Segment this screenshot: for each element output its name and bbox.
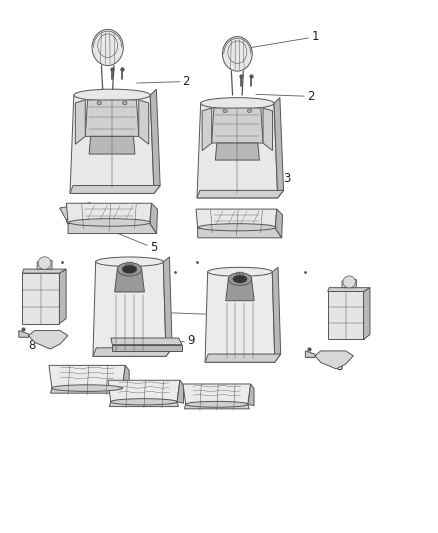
Polygon shape bbox=[139, 100, 149, 144]
Polygon shape bbox=[93, 262, 166, 357]
Ellipse shape bbox=[198, 224, 276, 231]
Ellipse shape bbox=[122, 265, 137, 273]
Polygon shape bbox=[68, 223, 157, 233]
Ellipse shape bbox=[97, 101, 102, 105]
Polygon shape bbox=[197, 190, 283, 198]
Text: 2: 2 bbox=[137, 75, 190, 88]
Polygon shape bbox=[183, 384, 251, 405]
Text: 11: 11 bbox=[50, 373, 74, 386]
Polygon shape bbox=[226, 279, 254, 301]
Text: 7: 7 bbox=[172, 309, 242, 322]
Ellipse shape bbox=[208, 267, 272, 276]
Polygon shape bbox=[22, 273, 60, 324]
Polygon shape bbox=[60, 269, 66, 324]
Polygon shape bbox=[274, 98, 283, 198]
Polygon shape bbox=[315, 351, 353, 369]
Polygon shape bbox=[328, 292, 364, 340]
Polygon shape bbox=[177, 380, 184, 403]
Text: 8: 8 bbox=[28, 338, 40, 352]
Polygon shape bbox=[19, 330, 28, 337]
Polygon shape bbox=[248, 384, 254, 406]
Ellipse shape bbox=[233, 275, 247, 283]
Ellipse shape bbox=[123, 101, 127, 105]
Polygon shape bbox=[150, 89, 160, 193]
Polygon shape bbox=[60, 203, 95, 220]
Polygon shape bbox=[272, 267, 281, 362]
Polygon shape bbox=[75, 100, 85, 144]
Polygon shape bbox=[275, 209, 283, 238]
Ellipse shape bbox=[117, 263, 141, 276]
Polygon shape bbox=[110, 402, 178, 407]
Text: 4: 4 bbox=[82, 216, 92, 230]
Polygon shape bbox=[37, 261, 52, 269]
Text: 6: 6 bbox=[34, 302, 42, 319]
Polygon shape bbox=[89, 136, 135, 154]
Ellipse shape bbox=[237, 272, 240, 275]
Text: 5: 5 bbox=[117, 233, 157, 254]
Polygon shape bbox=[93, 348, 172, 357]
Ellipse shape bbox=[110, 399, 177, 405]
Text: 3: 3 bbox=[91, 144, 109, 157]
Ellipse shape bbox=[129, 262, 133, 265]
Polygon shape bbox=[205, 354, 281, 362]
Ellipse shape bbox=[240, 272, 244, 275]
Polygon shape bbox=[49, 366, 125, 388]
Text: 6: 6 bbox=[347, 322, 358, 340]
Ellipse shape bbox=[92, 29, 123, 66]
Ellipse shape bbox=[74, 89, 150, 101]
Polygon shape bbox=[342, 279, 357, 288]
Polygon shape bbox=[197, 103, 278, 198]
Ellipse shape bbox=[69, 219, 151, 226]
Polygon shape bbox=[198, 228, 282, 238]
Polygon shape bbox=[122, 366, 129, 390]
Ellipse shape bbox=[247, 109, 252, 113]
Polygon shape bbox=[70, 95, 154, 193]
Ellipse shape bbox=[52, 385, 123, 391]
Text: 3: 3 bbox=[248, 167, 290, 185]
Polygon shape bbox=[263, 108, 272, 151]
Polygon shape bbox=[305, 351, 315, 358]
Ellipse shape bbox=[95, 257, 163, 266]
Polygon shape bbox=[111, 338, 182, 345]
Polygon shape bbox=[150, 203, 158, 233]
Polygon shape bbox=[70, 185, 160, 193]
Ellipse shape bbox=[223, 109, 227, 113]
Text: 2: 2 bbox=[256, 90, 314, 103]
Ellipse shape bbox=[185, 401, 248, 407]
Polygon shape bbox=[85, 100, 139, 136]
Polygon shape bbox=[28, 330, 68, 349]
Polygon shape bbox=[50, 388, 124, 393]
Ellipse shape bbox=[201, 98, 274, 109]
Text: 9: 9 bbox=[152, 334, 194, 348]
Polygon shape bbox=[205, 272, 275, 362]
Polygon shape bbox=[212, 108, 263, 143]
Polygon shape bbox=[196, 209, 277, 228]
Ellipse shape bbox=[228, 273, 251, 285]
Ellipse shape bbox=[343, 276, 356, 288]
Ellipse shape bbox=[38, 257, 51, 269]
Polygon shape bbox=[184, 405, 249, 409]
Polygon shape bbox=[328, 288, 370, 292]
Polygon shape bbox=[66, 213, 96, 224]
Polygon shape bbox=[22, 269, 66, 273]
Polygon shape bbox=[115, 269, 145, 292]
Polygon shape bbox=[108, 380, 180, 402]
Ellipse shape bbox=[223, 37, 252, 71]
Polygon shape bbox=[202, 108, 212, 151]
Text: 8: 8 bbox=[330, 359, 343, 373]
Polygon shape bbox=[364, 288, 370, 340]
Ellipse shape bbox=[126, 262, 130, 265]
Polygon shape bbox=[67, 203, 152, 223]
Text: 10: 10 bbox=[120, 381, 136, 398]
Polygon shape bbox=[112, 345, 182, 351]
Text: 1: 1 bbox=[241, 30, 319, 49]
Polygon shape bbox=[163, 257, 172, 357]
Polygon shape bbox=[215, 143, 259, 160]
